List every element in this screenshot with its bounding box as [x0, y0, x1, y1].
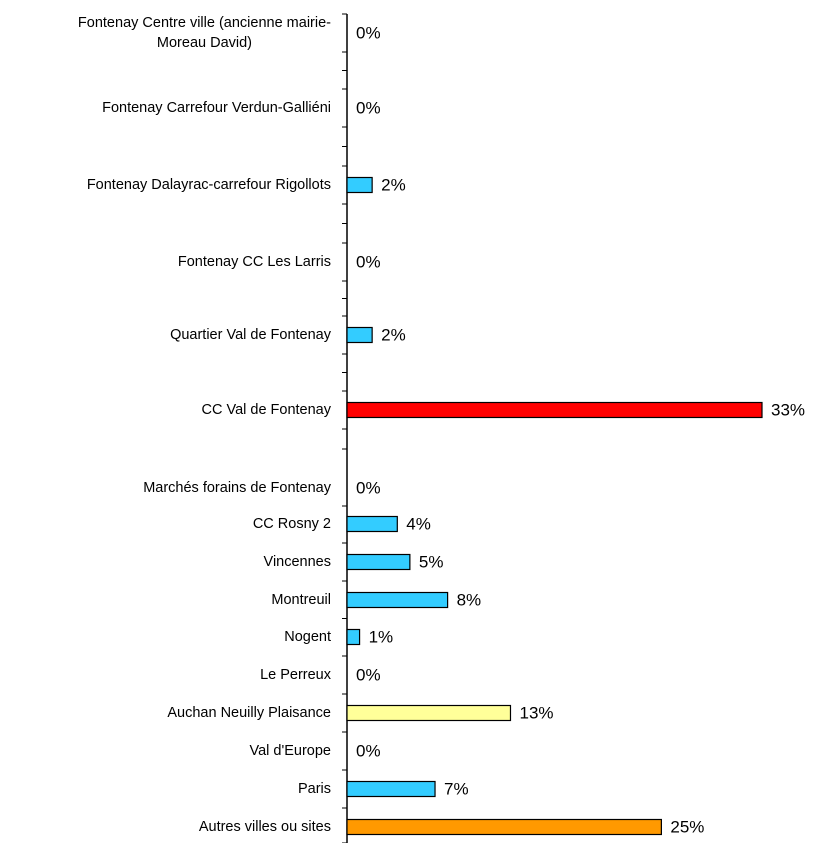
value-label: 0% — [356, 252, 381, 271]
value-label: 1% — [369, 627, 394, 646]
bar — [346, 818, 662, 836]
category-label: Vincennes — [263, 554, 331, 570]
category-label: Nogent — [284, 629, 331, 645]
value-label: 0% — [356, 478, 381, 497]
category-label: CC Rosny 2 — [252, 516, 331, 532]
category-label: Fontenay Dalayrac-carrefour Rigollots — [86, 177, 331, 193]
category-label: CC Val de Fontenay — [201, 402, 332, 418]
value-label: 13% — [519, 703, 553, 722]
value-label: 2% — [381, 325, 406, 344]
bar — [346, 780, 436, 798]
bar — [346, 704, 512, 722]
value-label: 0% — [356, 741, 381, 760]
bar — [346, 591, 449, 609]
value-label: 5% — [419, 552, 444, 571]
category-label: Paris — [297, 781, 331, 797]
bar — [346, 628, 361, 646]
category-label: Auchan Neuilly Plaisance — [167, 705, 331, 721]
value-label: 0% — [356, 23, 381, 42]
value-label: 0% — [356, 665, 381, 684]
bar — [346, 326, 373, 344]
category-label: Val d'Europe — [249, 743, 332, 759]
category-label: Fontenay CC Les Larris — [177, 254, 331, 270]
bar — [346, 553, 411, 571]
category-label: Fontenay Centre ville (ancienne mairie- … — [77, 15, 331, 51]
category-label: Fontenay Carrefour Verdun-Galliéni — [102, 100, 331, 116]
value-label: 0% — [356, 98, 381, 117]
bar — [346, 176, 373, 194]
category-label: Le Perreux — [260, 667, 331, 683]
bar — [346, 515, 398, 533]
category-label: Marchés forains de Fontenay — [143, 480, 331, 496]
category-label: Montreuil — [271, 592, 331, 608]
value-label: 4% — [406, 514, 431, 533]
category-label: Autres villes ou sites — [198, 819, 331, 835]
category-label: Quartier Val de Fontenay — [170, 327, 331, 343]
value-label: 2% — [381, 175, 406, 194]
value-label: 7% — [444, 779, 469, 798]
bar — [346, 401, 763, 419]
value-label: 8% — [457, 590, 482, 609]
value-label: 33% — [771, 400, 805, 419]
value-label: 25% — [670, 817, 704, 836]
